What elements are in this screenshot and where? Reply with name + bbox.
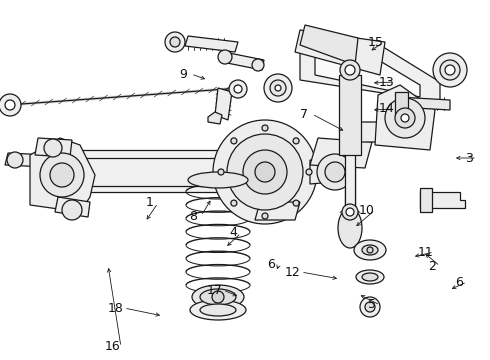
Circle shape: [433, 53, 467, 87]
Polygon shape: [300, 25, 358, 65]
Polygon shape: [345, 135, 355, 212]
Circle shape: [44, 139, 62, 157]
Ellipse shape: [362, 273, 378, 281]
Circle shape: [365, 302, 375, 312]
Circle shape: [229, 80, 247, 98]
Text: 12: 12: [285, 266, 301, 279]
Polygon shape: [50, 158, 220, 186]
Text: 3: 3: [465, 152, 473, 165]
Circle shape: [0, 94, 21, 116]
Ellipse shape: [362, 245, 378, 255]
Circle shape: [213, 120, 317, 224]
Text: 7: 7: [300, 108, 308, 121]
Circle shape: [306, 169, 312, 175]
Circle shape: [293, 200, 299, 206]
Ellipse shape: [354, 240, 386, 260]
Circle shape: [255, 162, 275, 182]
Circle shape: [293, 138, 299, 144]
Polygon shape: [208, 112, 222, 124]
Ellipse shape: [338, 208, 362, 248]
Circle shape: [212, 291, 224, 303]
Circle shape: [342, 204, 358, 220]
Polygon shape: [315, 52, 420, 97]
Polygon shape: [339, 75, 361, 155]
Text: 15: 15: [368, 36, 384, 49]
Circle shape: [317, 154, 353, 190]
Circle shape: [367, 247, 373, 253]
Text: 17: 17: [207, 284, 223, 297]
Polygon shape: [398, 97, 450, 110]
Polygon shape: [310, 160, 348, 184]
Circle shape: [231, 138, 237, 144]
Circle shape: [345, 65, 355, 75]
Polygon shape: [215, 88, 232, 120]
Text: 8: 8: [189, 210, 197, 222]
Polygon shape: [300, 45, 440, 102]
Text: 6: 6: [267, 257, 275, 270]
Polygon shape: [420, 192, 465, 208]
Circle shape: [227, 134, 303, 210]
Circle shape: [218, 169, 224, 175]
Circle shape: [252, 59, 264, 71]
Text: 5: 5: [368, 298, 376, 311]
Text: 11: 11: [418, 246, 434, 258]
Polygon shape: [35, 138, 72, 157]
Ellipse shape: [192, 285, 244, 309]
Text: 1: 1: [146, 197, 154, 210]
Ellipse shape: [356, 270, 384, 284]
Ellipse shape: [200, 289, 236, 305]
Polygon shape: [420, 188, 432, 212]
Polygon shape: [222, 52, 264, 70]
Circle shape: [360, 297, 380, 317]
Circle shape: [7, 152, 23, 168]
Circle shape: [243, 150, 287, 194]
Circle shape: [440, 60, 460, 80]
Circle shape: [445, 65, 455, 75]
Circle shape: [346, 208, 354, 216]
Text: 10: 10: [359, 203, 375, 216]
Ellipse shape: [200, 304, 236, 316]
Circle shape: [262, 125, 268, 131]
Polygon shape: [5, 153, 48, 167]
Text: 2: 2: [428, 260, 436, 273]
Ellipse shape: [188, 172, 248, 188]
Circle shape: [40, 153, 84, 197]
Polygon shape: [375, 85, 435, 150]
Polygon shape: [50, 150, 310, 192]
Circle shape: [234, 85, 242, 93]
Circle shape: [395, 108, 415, 128]
Circle shape: [340, 60, 360, 80]
Circle shape: [262, 213, 268, 219]
Circle shape: [275, 85, 281, 91]
Text: 6: 6: [455, 275, 463, 288]
Circle shape: [170, 37, 180, 47]
Circle shape: [325, 162, 345, 182]
Polygon shape: [30, 138, 95, 212]
Text: 18: 18: [108, 302, 124, 315]
Polygon shape: [255, 202, 300, 220]
Polygon shape: [55, 197, 90, 217]
Circle shape: [218, 50, 232, 64]
Circle shape: [264, 74, 292, 102]
Ellipse shape: [190, 300, 246, 320]
Text: 13: 13: [379, 76, 395, 89]
Circle shape: [62, 200, 82, 220]
Circle shape: [165, 32, 185, 52]
Text: 4: 4: [229, 226, 237, 239]
Circle shape: [385, 98, 425, 138]
Circle shape: [50, 163, 74, 187]
Text: 14: 14: [379, 103, 395, 116]
Text: 16: 16: [105, 341, 121, 354]
Text: 9: 9: [179, 68, 187, 81]
Circle shape: [401, 114, 409, 122]
Polygon shape: [295, 30, 385, 75]
Polygon shape: [395, 92, 408, 115]
Circle shape: [5, 100, 15, 110]
Polygon shape: [340, 122, 385, 142]
Polygon shape: [310, 138, 372, 168]
Circle shape: [231, 200, 237, 206]
Circle shape: [270, 80, 286, 96]
Polygon shape: [185, 36, 238, 52]
